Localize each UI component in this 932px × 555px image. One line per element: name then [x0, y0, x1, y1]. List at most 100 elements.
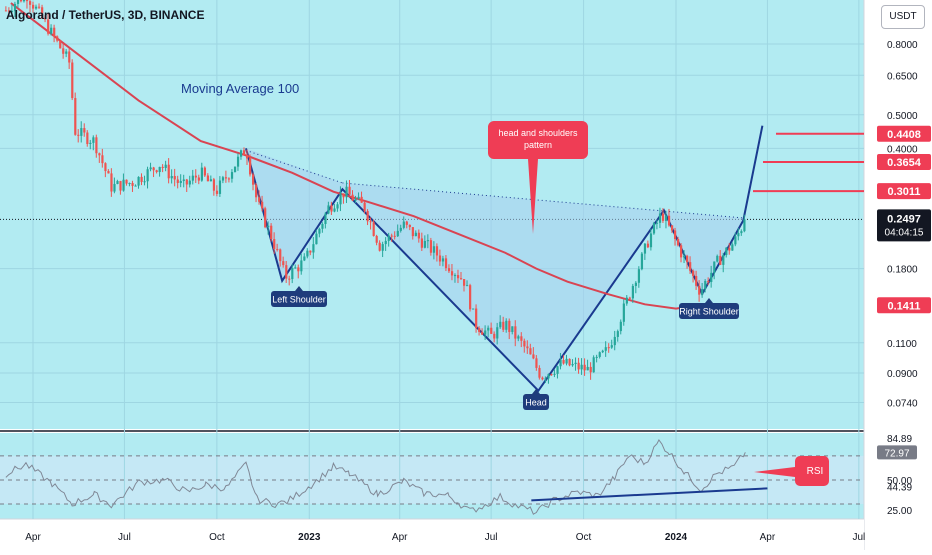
y-tick-label: 0.8000 — [887, 40, 918, 51]
candle-body — [508, 320, 511, 332]
candle-body — [366, 211, 369, 222]
price-tag-label: 0.3011 — [887, 186, 920, 198]
candle-body — [360, 196, 363, 203]
candle-body — [131, 183, 134, 186]
candle-body — [125, 179, 128, 184]
candle-body — [143, 181, 146, 183]
candle-body — [206, 175, 210, 182]
candle-body — [619, 321, 622, 332]
candle-body — [481, 331, 484, 335]
candle-body — [405, 221, 408, 225]
candle-body — [634, 282, 638, 286]
candle-body — [505, 320, 508, 330]
x-tick-label: Apr — [25, 532, 41, 543]
candle-body — [119, 181, 122, 191]
candle-body — [372, 222, 375, 236]
candle-body — [188, 180, 191, 185]
candle-body — [487, 327, 490, 331]
candle-body — [336, 204, 339, 209]
candle-body — [414, 232, 417, 237]
candle-body — [35, 6, 38, 9]
price-tag — [877, 125, 931, 142]
candle-body — [640, 253, 644, 270]
callout-text-line1: head and shoulders — [498, 128, 578, 138]
candle-body — [475, 308, 478, 329]
candle-body — [625, 297, 628, 304]
candle-body — [300, 260, 303, 272]
neckline-left — [245, 149, 343, 184]
candle-body — [713, 261, 716, 273]
candle-body — [541, 377, 544, 380]
candle-body — [339, 193, 342, 205]
candle-body — [285, 265, 288, 279]
price-tag-label: 0.1411 — [887, 300, 920, 312]
rsi-tick-label: 25.00 — [887, 506, 912, 517]
candle-body — [312, 244, 315, 253]
candle-body — [722, 255, 725, 265]
time-axis-background — [0, 519, 864, 550]
head-label-pointer — [532, 389, 540, 394]
candle-body — [173, 176, 176, 180]
candle-body — [589, 366, 592, 373]
candle-body — [25, 0, 29, 2]
candle-body — [137, 176, 140, 186]
candle-body — [420, 238, 424, 248]
candle-body — [47, 19, 50, 34]
rsi-current-tag — [877, 445, 917, 460]
current-price-value: 0.2497 — [887, 213, 921, 225]
candle-body — [122, 179, 125, 191]
candle-body — [80, 128, 83, 136]
candle-body — [261, 201, 264, 209]
candle-body — [77, 134, 80, 136]
candle-body — [71, 62, 74, 99]
candle-body — [393, 235, 396, 237]
candle-body — [128, 183, 131, 185]
candle-body — [610, 345, 613, 348]
rsi-tick-label: 50.00 — [887, 476, 912, 487]
candle-body — [556, 366, 559, 374]
right-shoulder-label: Right Shoulder — [679, 307, 739, 317]
candle-body — [50, 27, 53, 34]
candle-body — [459, 278, 463, 280]
candle-body — [140, 176, 143, 182]
rsi-trendline — [531, 487, 768, 502]
candle-body — [65, 51, 68, 54]
candle-body — [737, 233, 740, 237]
candle-body — [598, 352, 601, 357]
candle-body — [149, 167, 152, 170]
candle-body — [655, 222, 659, 224]
candle-body — [438, 255, 442, 262]
candle-body — [743, 219, 746, 232]
candle-body — [559, 359, 562, 367]
candle-body — [490, 327, 493, 334]
candle-body — [628, 297, 631, 299]
candle-body — [273, 239, 276, 250]
candle-body — [89, 142, 92, 144]
candle-body — [607, 347, 610, 349]
candle-body — [565, 358, 568, 364]
candle-body — [363, 202, 366, 212]
currency-badge[interactable]: USDT — [881, 5, 925, 29]
candle-body — [110, 173, 113, 192]
candle-body — [664, 215, 668, 221]
candle-body — [345, 186, 348, 198]
rsi-tick-label: 84.89 — [887, 434, 912, 445]
candle-body — [683, 255, 686, 258]
left-shoulder-label: Left Shoulder — [272, 295, 326, 305]
candle-body — [197, 177, 200, 181]
candle-body — [342, 193, 345, 198]
candle-body — [447, 268, 451, 272]
candle-body — [59, 40, 62, 49]
candle-body — [568, 358, 571, 366]
candle-body — [740, 231, 743, 234]
candle-body — [95, 137, 98, 154]
candle-body — [387, 235, 390, 241]
candle-body — [701, 289, 704, 295]
candle-body — [185, 179, 188, 185]
candle-body — [466, 285, 469, 287]
candle-body — [601, 350, 604, 353]
candle-body — [496, 327, 499, 339]
candle-body — [580, 364, 583, 370]
candle-body — [182, 179, 185, 181]
